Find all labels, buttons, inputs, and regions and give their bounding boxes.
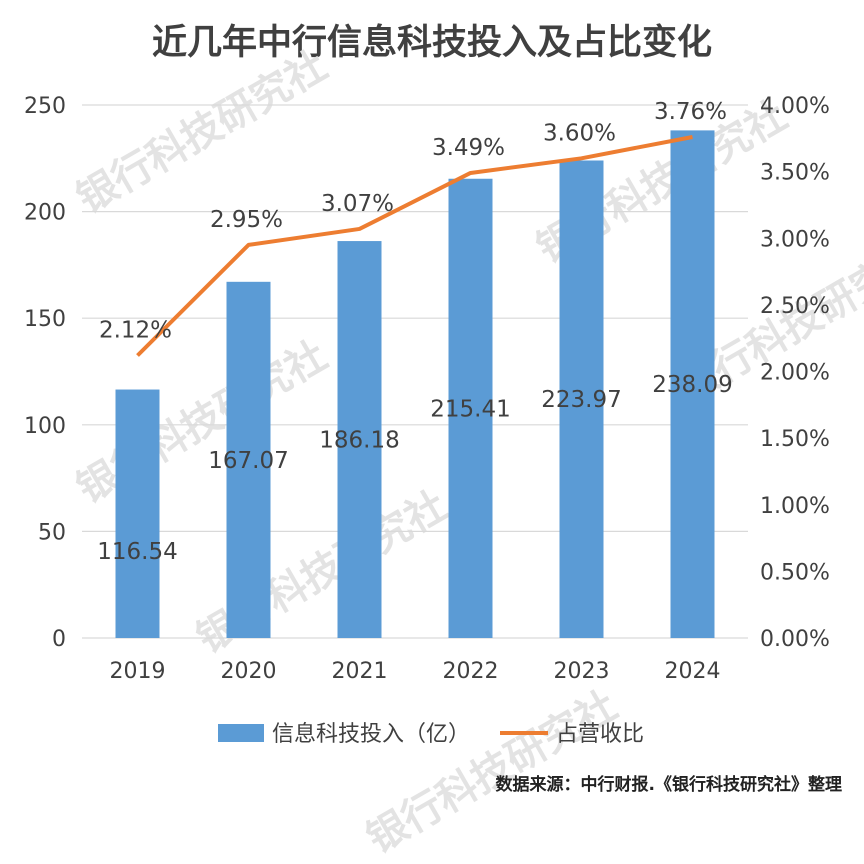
x-tick-label: 2024: [665, 659, 721, 684]
y-right-tick-label: 0.00%: [760, 627, 830, 652]
line-data-label: 2.12%: [99, 318, 172, 344]
x-tick-label: 2020: [221, 659, 277, 684]
x-tick-label: 2023: [554, 659, 610, 684]
line-data-label: 3.49%: [432, 135, 505, 161]
bar: [670, 130, 715, 638]
bar-data-label: 186.18: [319, 428, 399, 454]
combo-chart: 0 50 100 150 200 250 0.00% 0.50% 1.00% 1.50% 2.00%…: [24, 94, 830, 747]
bar: [226, 281, 271, 638]
bar-data-label: 238.09: [652, 372, 732, 398]
y-left-tick-label: 100: [24, 414, 66, 439]
y-right-tick-label: 2.50%: [760, 294, 830, 319]
legend-label: 信息科技投入（亿）: [272, 722, 470, 747]
line-data-label: 2.95%: [210, 207, 283, 233]
bar: [337, 241, 382, 638]
y-right-tick-label: 3.00%: [760, 227, 830, 252]
y-left-tick-label: 200: [24, 201, 66, 226]
y-right-tick-label: 0.50%: [760, 560, 830, 585]
bar-data-label: 223.97: [541, 387, 621, 413]
chart-title: 近几年中行信息科技投入及占比变化: [151, 23, 712, 63]
source-note: 数据来源：中行财报.《银行科技研究社》整理: [495, 775, 842, 795]
line-data-label: 3.60%: [543, 120, 616, 146]
bar: [115, 389, 160, 638]
bar-data-label: 167.07: [208, 448, 288, 474]
bar: [448, 178, 493, 638]
x-tick-label: 2022: [443, 659, 499, 684]
legend-swatch-bar: [218, 724, 264, 742]
y-right-tick-label: 2.00%: [760, 361, 830, 386]
y-left-tick-label: 50: [38, 520, 66, 545]
bar-data-label: 215.41: [430, 396, 510, 422]
y-left-tick-label: 0: [52, 627, 66, 652]
y-left-tick-label: 250: [24, 94, 66, 119]
line-data-label: 3.76%: [654, 99, 727, 125]
y-right-tick-label: 4.00%: [760, 94, 830, 119]
x-tick-label: 2019: [110, 659, 166, 684]
line-data-label: 3.07%: [321, 191, 394, 217]
bar: [559, 160, 604, 638]
x-tick-label: 2021: [332, 659, 388, 684]
y-right-tick-label: 3.50%: [760, 161, 830, 186]
y-left-tick-label: 150: [24, 307, 66, 332]
y-right-tick-label: 1.50%: [760, 427, 830, 452]
bar-data-label: 116.54: [97, 539, 177, 565]
line-series: [136, 135, 693, 357]
y-right-tick-label: 1.00%: [760, 494, 830, 519]
legend-label: 占营收比: [556, 722, 644, 747]
